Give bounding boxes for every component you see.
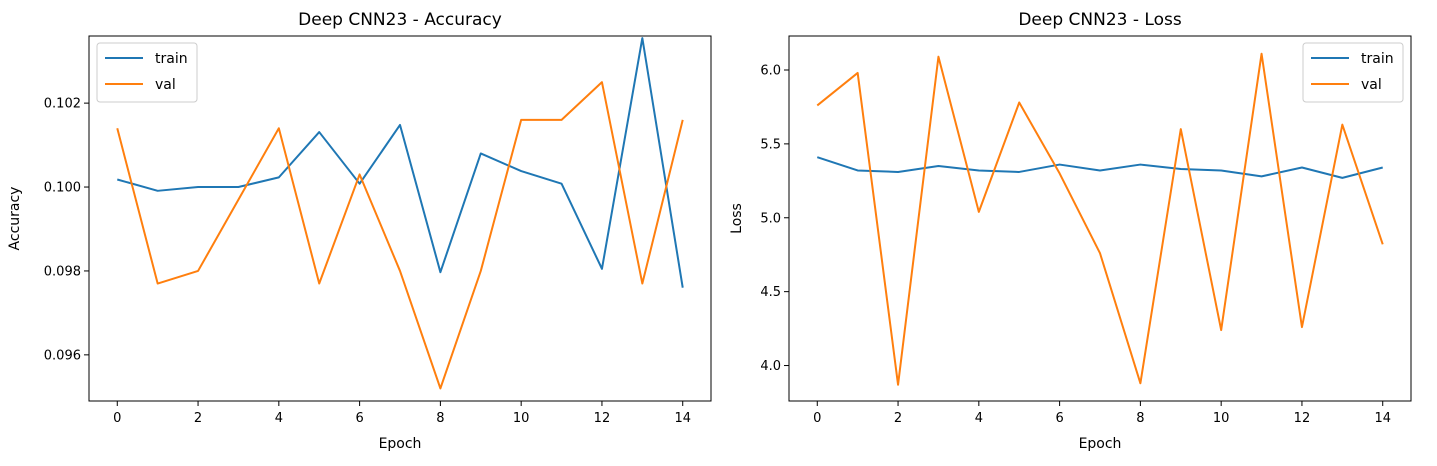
x-tick-label: 14 xyxy=(674,411,691,426)
legend: train val xyxy=(96,42,198,103)
x-tick-label: 12 xyxy=(594,411,611,426)
legend-label-val: val xyxy=(1361,77,1382,93)
x-tick-label: 0 xyxy=(813,411,821,426)
legend: train val xyxy=(1302,42,1404,103)
y-tick-label: 0.102 xyxy=(44,97,81,112)
chart-title: Deep CNN23 - Accuracy xyxy=(298,10,502,30)
x-axis-label: Epoch xyxy=(1079,436,1122,452)
y-tick-label: 0.100 xyxy=(44,181,81,196)
y-tick-label: 5.5 xyxy=(760,137,781,152)
x-axis-label: Epoch xyxy=(379,436,422,452)
axes-frame xyxy=(88,35,712,402)
x-tick-label: 8 xyxy=(436,411,444,426)
x-tick-label: 6 xyxy=(1055,411,1063,426)
y-tick-label: 4.0 xyxy=(760,359,781,374)
x-tick-label: 0 xyxy=(113,411,121,426)
series-line-train xyxy=(816,156,1383,179)
x-tick-label: 10 xyxy=(1213,411,1230,426)
y-tick-label: 6.0 xyxy=(760,63,781,78)
x-tick-label: 12 xyxy=(1294,411,1311,426)
series-line-val xyxy=(816,52,1384,386)
y-tick-label: 0.098 xyxy=(44,264,81,279)
x-tick-label: 10 xyxy=(513,411,530,426)
legend-label-train: train xyxy=(155,51,188,67)
chart-1: 0 2 4 6 8 10 12 14 4.0 4.5 5.0 5.5 6.0 Deep CNN23 - L… xyxy=(729,10,1412,452)
x-tick-label: 4 xyxy=(275,411,283,426)
y-tick-label: 0.096 xyxy=(44,348,81,363)
series-line-val xyxy=(116,81,684,390)
x-tick-label: 4 xyxy=(975,411,983,426)
y-axis-label: Accuracy xyxy=(7,187,23,251)
y-axis-label: Loss xyxy=(729,203,745,234)
x-tick-label: 8 xyxy=(1136,411,1144,426)
legend-label-val: val xyxy=(155,77,176,93)
series-line-train xyxy=(116,37,684,288)
axes-frame xyxy=(788,35,1412,402)
chart-title: Deep CNN23 - Loss xyxy=(1018,10,1182,30)
y-tick-label: 5.0 xyxy=(760,211,781,226)
x-tick-label: 14 xyxy=(1374,411,1391,426)
x-tick-label: 2 xyxy=(194,411,202,426)
chart-0: 0 2 4 6 8 10 12 14 0.096 0.098 0.100 0.102 Deep CNN2… xyxy=(7,10,712,452)
x-tick-label: 6 xyxy=(355,411,363,426)
x-tick-label: 2 xyxy=(894,411,902,426)
y-tick-label: 4.5 xyxy=(760,285,781,300)
legend-label-train: train xyxy=(1361,51,1394,67)
